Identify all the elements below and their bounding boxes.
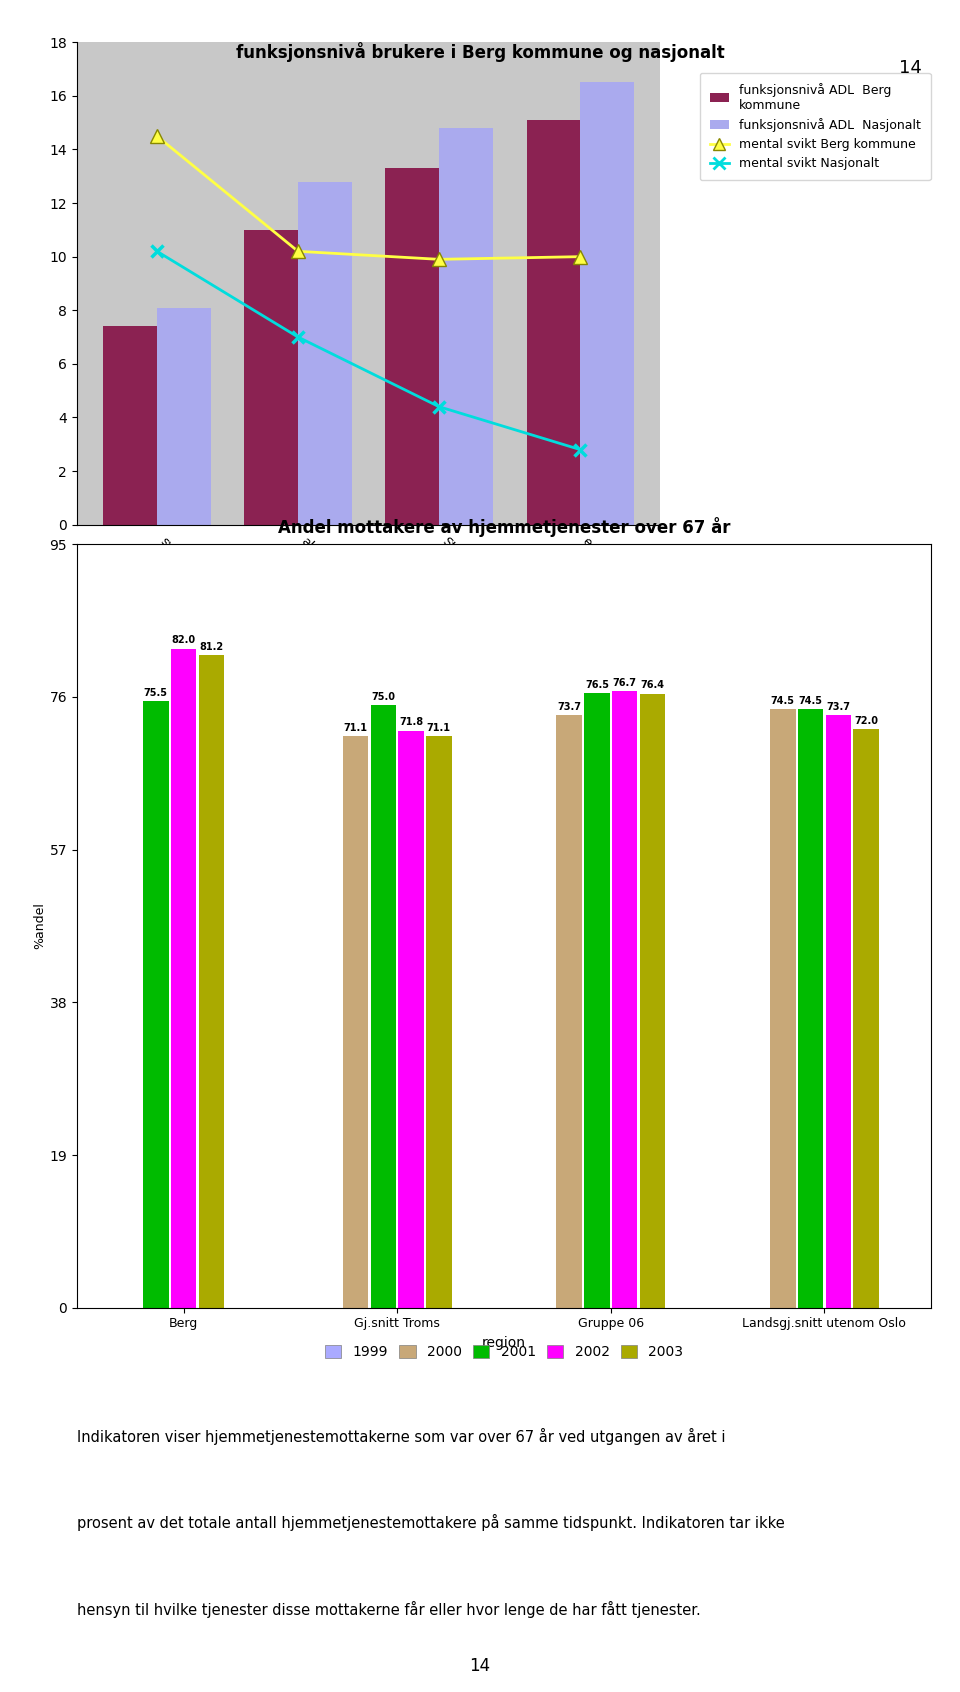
Text: 71.8: 71.8 <box>399 717 423 728</box>
Text: Indikatoren viser hjemmetjenestemottakerne som var over 67 år ved utgangen av år: Indikatoren viser hjemmetjenestemottaker… <box>77 1428 726 1445</box>
Text: 76.7: 76.7 <box>612 678 636 689</box>
Text: 73.7: 73.7 <box>557 702 581 712</box>
Bar <box>386 168 439 525</box>
Y-axis label: %andel: %andel <box>34 902 46 949</box>
Text: 75.0: 75.0 <box>372 692 396 702</box>
Legend: funksjonsnivå ADL  Berg
kommune, funksjonsnivå ADL  Nasjonalt, mental svikt Berg: funksjonsnivå ADL Berg kommune, funksjon… <box>700 73 930 181</box>
X-axis label: region: region <box>482 1337 526 1350</box>
Bar <box>580 83 634 525</box>
Bar <box>156 308 210 525</box>
Text: 73.7: 73.7 <box>827 702 851 712</box>
Text: 71.1: 71.1 <box>344 722 368 733</box>
Text: 14: 14 <box>899 59 922 78</box>
Bar <box>639 694 665 1308</box>
Bar <box>770 709 796 1308</box>
Bar <box>426 736 451 1308</box>
Bar <box>343 736 369 1308</box>
Text: 76.4: 76.4 <box>640 680 664 690</box>
Text: hensyn til hvilke tjenester disse mottakerne får eller hvor lenge de har fått tj: hensyn til hvilke tjenester disse mottak… <box>77 1601 701 1618</box>
Text: prosent av det totale antall hjemmetjenestemottakere på samme tidspunkt. Indikat: prosent av det totale antall hjemmetjene… <box>77 1514 784 1531</box>
Bar <box>398 731 424 1308</box>
Bar <box>171 648 197 1308</box>
Bar <box>104 327 156 525</box>
Text: 74.5: 74.5 <box>799 695 823 706</box>
Bar <box>298 181 351 525</box>
Bar <box>557 716 582 1308</box>
Bar <box>371 706 396 1308</box>
Text: 72.0: 72.0 <box>854 716 878 726</box>
Text: 82.0: 82.0 <box>172 636 196 645</box>
Legend: 1999, 2000, 2001, 2002, 2003: 1999, 2000, 2001, 2002, 2003 <box>319 1340 689 1365</box>
Bar <box>798 709 824 1308</box>
Bar <box>853 729 878 1308</box>
Bar <box>245 230 298 525</box>
Bar <box>199 655 224 1308</box>
Text: funksjonsnivå brukere i Berg kommune og nasjonalt: funksjonsnivå brukere i Berg kommune og … <box>235 42 725 63</box>
Text: 75.5: 75.5 <box>144 687 168 697</box>
Bar <box>612 690 637 1308</box>
Text: 74.5: 74.5 <box>771 695 795 706</box>
Bar <box>526 120 580 525</box>
Text: 76.5: 76.5 <box>585 680 609 690</box>
Bar <box>826 716 852 1308</box>
Title: Andel mottakere av hjemmetjenester over 67 år: Andel mottakere av hjemmetjenester over … <box>277 518 731 536</box>
Text: 14: 14 <box>469 1656 491 1675</box>
Bar <box>439 129 492 525</box>
Bar <box>584 692 610 1308</box>
Text: 71.1: 71.1 <box>427 722 451 733</box>
Bar <box>143 700 169 1308</box>
Text: 81.2: 81.2 <box>200 641 224 651</box>
